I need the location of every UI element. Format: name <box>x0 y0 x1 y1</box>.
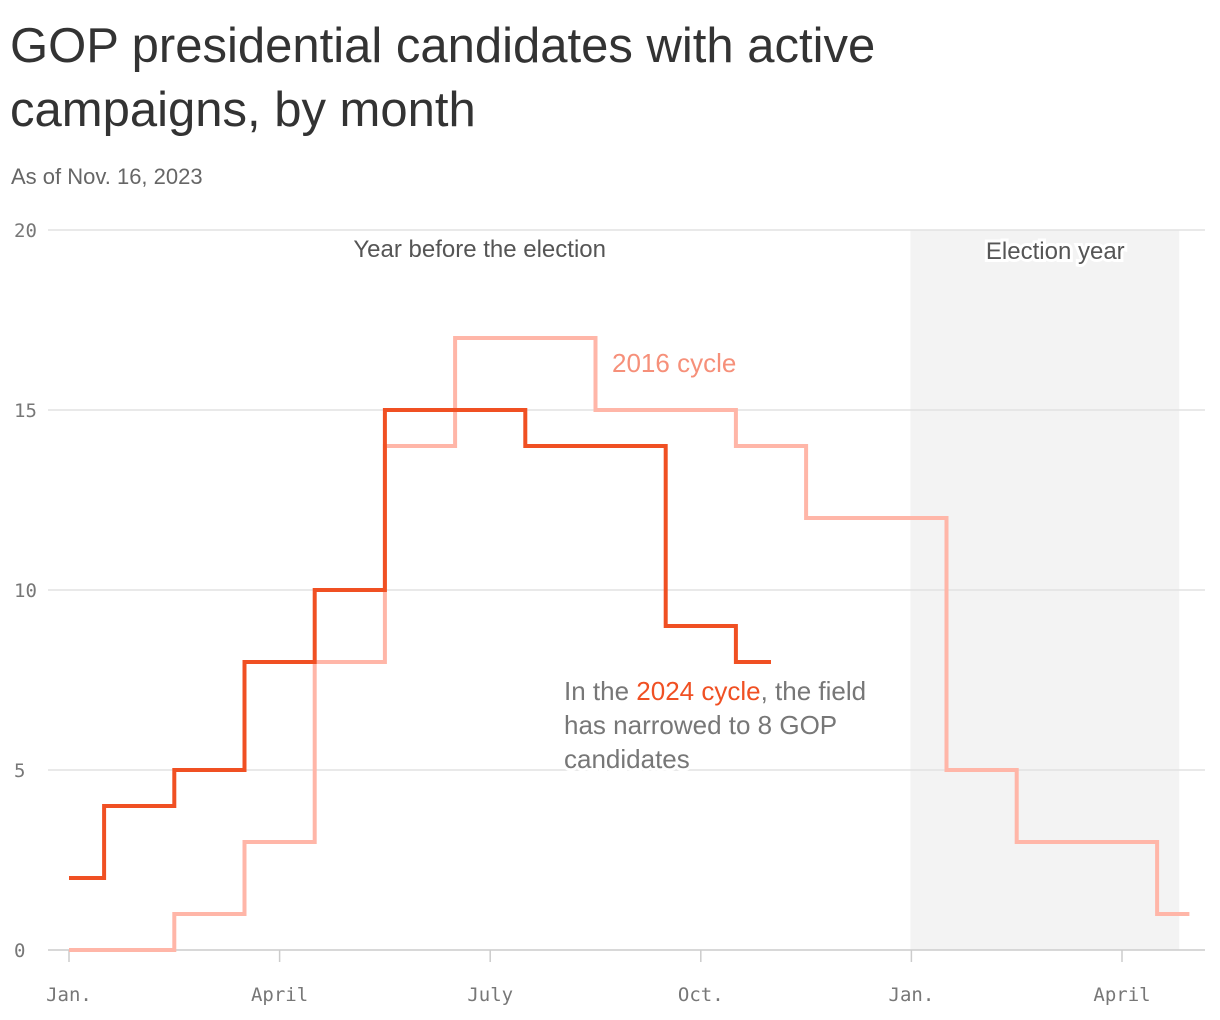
x-axis-ticks: Jan. April July Oct. Jan. April <box>46 950 1151 1006</box>
annotation-line3: candidates <box>564 744 690 774</box>
y-tick-label-15: 15 <box>14 400 37 422</box>
x-tick-label-2: July <box>467 984 513 1006</box>
band-label-election-year: Election year <box>986 238 1125 265</box>
annotation-line1-start: In the <box>564 676 636 706</box>
x-tick-label-1: April <box>251 984 308 1006</box>
chart-subtitle: As of Nov. 16, 2023 <box>11 164 203 189</box>
annotation-highlight-2024: 2024 cycle <box>636 676 760 706</box>
y-axis-ticks: 0 5 10 15 20 <box>14 220 37 962</box>
y-tick-label-0: 0 <box>14 940 25 962</box>
series-line-2016-cycle <box>69 336 1190 952</box>
annotation-line2: has narrowed to 8 GOP <box>564 710 837 740</box>
y-tick-label-5: 5 <box>14 760 25 782</box>
series-label-2016-cycle: 2016 cycle <box>612 348 736 378</box>
y-tick-label-10: 10 <box>14 580 37 602</box>
annotation-line1-end: , the field <box>761 676 867 706</box>
x-tick-label-0: Jan. <box>46 984 92 1006</box>
chart-title: GOP presidential candidates with active … <box>10 19 876 137</box>
x-tick-label-4: Jan. <box>889 984 935 1006</box>
band-label-year-before: Year before the election <box>353 236 606 263</box>
annotation-2024-cycle: In the 2024 cycle, the field has narrowe… <box>564 676 873 774</box>
series-line-2024-cycle <box>69 408 771 880</box>
x-tick-label-5: April <box>1093 984 1150 1006</box>
y-tick-label-20: 20 <box>14 220 37 242</box>
x-tick-label-3: Oct. <box>678 984 724 1006</box>
